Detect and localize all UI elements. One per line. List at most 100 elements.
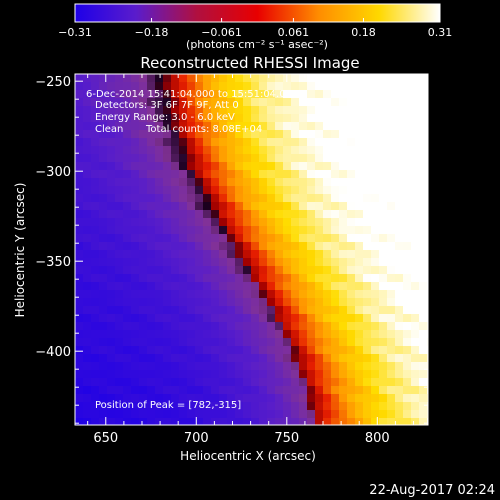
heatmap-cell — [403, 130, 411, 138]
heatmap-cell — [75, 242, 83, 250]
heatmap-cell — [331, 210, 339, 218]
heatmap-cell — [131, 338, 139, 346]
heatmap-cell — [155, 114, 163, 122]
heatmap-cell — [139, 138, 147, 146]
heatmap-cell — [371, 186, 379, 194]
heatmap-cell — [123, 130, 131, 138]
heatmap-cell — [123, 378, 131, 386]
heatmap-cell — [379, 130, 387, 138]
heatmap-cell — [411, 234, 419, 242]
heatmap-cell — [387, 386, 395, 394]
heatmap-cell — [195, 418, 203, 425]
heatmap-cell — [299, 138, 307, 146]
heatmap-cell — [115, 418, 123, 425]
heatmap-cell — [267, 378, 275, 386]
heatmap-cell — [139, 106, 147, 114]
heatmap-cell — [203, 82, 211, 90]
heatmap-cell — [339, 202, 347, 210]
heatmap-cell — [195, 74, 203, 82]
heatmap-cell — [147, 386, 155, 394]
heatmap-cell — [203, 106, 211, 114]
heatmap-cell — [155, 322, 163, 330]
heatmap-cell — [275, 154, 283, 162]
heatmap-cell — [235, 298, 243, 306]
heatmap-cell — [371, 130, 379, 138]
heatmap-cell — [211, 266, 219, 274]
heatmap-cell — [331, 162, 339, 170]
heatmap-cell — [219, 314, 227, 322]
heatmap-cell — [371, 162, 379, 170]
heatmap-cell — [267, 314, 275, 322]
heatmap-cell — [299, 394, 307, 402]
heatmap-cell — [395, 74, 403, 82]
heatmap-cell — [323, 370, 331, 378]
heatmap-cell — [283, 282, 291, 290]
heatmap-cell — [107, 418, 115, 425]
heatmap-cell — [91, 322, 99, 330]
heatmap-cell — [355, 274, 363, 282]
heatmap-cell — [91, 346, 99, 354]
heatmap-cell — [283, 370, 291, 378]
heatmap-cell — [179, 210, 187, 218]
heatmap-cell — [227, 162, 235, 170]
heatmap-cell — [147, 226, 155, 234]
heatmap-cell — [355, 314, 363, 322]
heatmap-cell — [387, 82, 395, 90]
heatmap-cell — [171, 418, 179, 425]
heatmap-cell — [235, 402, 243, 410]
heatmap-cell — [91, 362, 99, 370]
heatmap-cell — [123, 338, 131, 346]
heatmap-cell — [275, 418, 283, 425]
heatmap-cell — [171, 162, 179, 170]
heatmap-cell — [243, 378, 251, 386]
heatmap-cell — [179, 362, 187, 370]
heatmap-cell — [259, 162, 267, 170]
heatmap-cell — [331, 418, 339, 425]
heatmap-cell — [211, 338, 219, 346]
heatmap-cell — [371, 226, 379, 234]
heatmap-cell — [203, 146, 211, 154]
heatmap-cell — [299, 186, 307, 194]
heatmap-cell — [211, 274, 219, 282]
heatmap-cell — [115, 266, 123, 274]
colorbar-tick-label: 0.18 — [351, 26, 376, 39]
heatmap-cell — [339, 298, 347, 306]
heatmap-cell — [347, 242, 355, 250]
heatmap-cell — [307, 178, 315, 186]
colorbar-tick-label: 0.31 — [428, 26, 453, 39]
heatmap-cell — [363, 194, 371, 202]
heatmap-cell — [291, 122, 299, 130]
heatmap-cell — [243, 362, 251, 370]
heatmap-cell — [411, 266, 419, 274]
heatmap-cell — [395, 114, 403, 122]
heatmap-cell — [195, 370, 203, 378]
heatmap-cell — [419, 162, 427, 170]
heatmap-cell — [403, 74, 411, 82]
heatmap-cell — [179, 186, 187, 194]
heatmap-cell — [315, 258, 323, 266]
heatmap-cell — [371, 178, 379, 186]
heatmap-cell — [347, 298, 355, 306]
heatmap-cell — [227, 74, 235, 82]
heatmap-cell — [395, 162, 403, 170]
heatmap-cell — [355, 106, 363, 114]
heatmap-cell — [211, 226, 219, 234]
heatmap-cell — [363, 346, 371, 354]
heatmap-cell — [339, 170, 347, 178]
heatmap-cell — [363, 338, 371, 346]
heatmap-cell — [147, 362, 155, 370]
heatmap-cell — [155, 394, 163, 402]
heatmap-cell — [395, 306, 403, 314]
heatmap-cell — [107, 370, 115, 378]
heatmap-cell — [203, 386, 211, 394]
heatmap-cell — [395, 130, 403, 138]
heatmap-cell — [115, 322, 123, 330]
heatmap-cell — [379, 122, 387, 130]
heatmap-cell — [339, 338, 347, 346]
heatmap-cell — [363, 210, 371, 218]
heatmap-cell — [315, 394, 323, 402]
heatmap-cell — [123, 138, 131, 146]
heatmap-cell — [91, 282, 99, 290]
heatmap-cell — [283, 178, 291, 186]
heatmap-cell — [203, 330, 211, 338]
